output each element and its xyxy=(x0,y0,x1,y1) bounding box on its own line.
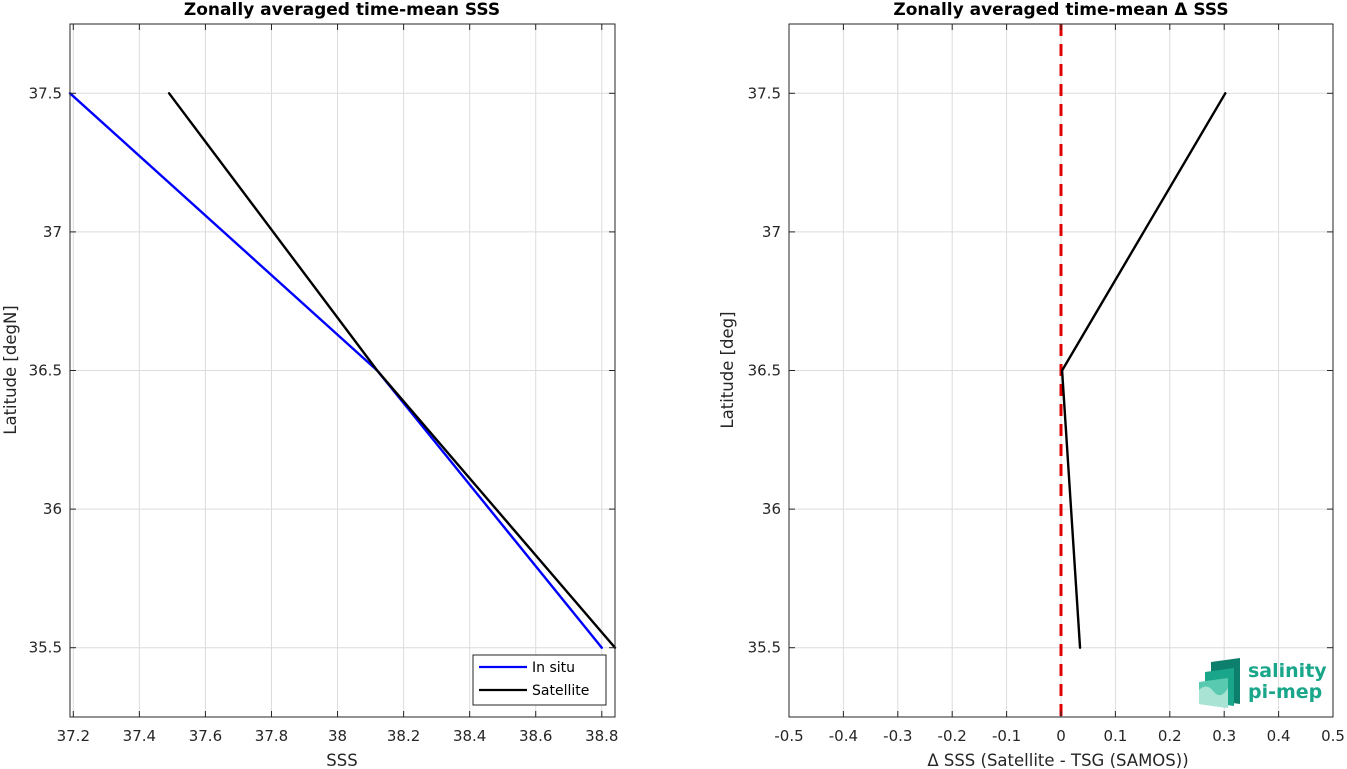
x-tick-label: 38.2 xyxy=(387,727,420,745)
x-tick-labels: -0.5 -0.4 -0.3 -0.2 -0.1 0 0.1 0.2 0.3 0.4 0.5 xyxy=(774,727,1345,745)
x-tick-label: 0 xyxy=(1056,727,1066,745)
y-tick-label: 36 xyxy=(43,500,62,518)
panel-title: Zonally averaged time-mean SSS xyxy=(184,0,500,20)
x-tick-label: -0.4 xyxy=(829,727,858,745)
x-tick-label: 37.4 xyxy=(123,727,156,745)
x-tick-label: 0.4 xyxy=(1267,727,1291,745)
y-tick-labels: 35.5 36 36.5 37 37.5 xyxy=(29,84,62,656)
y-tick-labels: 35.5 36 36.5 37 37.5 xyxy=(748,84,781,656)
ticks xyxy=(788,24,1334,717)
y-tick-label: 35.5 xyxy=(29,639,62,657)
panel-title: Zonally averaged time-mean Δ SSS xyxy=(893,0,1228,20)
legend: In situ Satellite xyxy=(472,654,607,706)
x-tick-labels: 37.2 37.4 37.6 37.8 38 38.2 38.4 38.6 38.8 xyxy=(57,727,619,745)
x-tick-label: 38.8 xyxy=(585,727,618,745)
series-line-0 xyxy=(1060,92,1227,649)
x-axis-label: SSS xyxy=(326,751,357,769)
salinity-pi-mep-logo: salinity pi-mep xyxy=(1199,658,1327,708)
x-tick-label: 0.2 xyxy=(1158,727,1182,745)
x-tick-label: -0.2 xyxy=(938,727,967,745)
sss-panel: Zonally averaged time-mean SSS 37.2 37.4 3… xyxy=(1,0,618,769)
delta-sss-panel: Zonally averaged time-mean Δ SSS -0.5 -0.… xyxy=(718,0,1345,769)
logo-text-salinity: salinity xyxy=(1248,660,1327,682)
x-tick-label: 37.6 xyxy=(189,727,222,745)
x-tick-label: -0.1 xyxy=(992,727,1021,745)
y-tick-label: 37 xyxy=(43,223,62,241)
legend-box xyxy=(472,654,607,706)
x-tick-label: 37.2 xyxy=(57,727,90,745)
y-tick-label: 36 xyxy=(762,500,781,518)
x-tick-label: -0.5 xyxy=(774,727,803,745)
legend-label-in-situ: In situ xyxy=(532,660,575,676)
x-tick-label: 0.1 xyxy=(1103,727,1127,745)
y-tick-label: 36.5 xyxy=(748,362,781,380)
y-tick-label: 37.5 xyxy=(748,84,781,102)
legend-label-satellite: Satellite xyxy=(532,683,589,699)
series-layer xyxy=(1060,92,1227,649)
wave-icon xyxy=(1199,658,1240,708)
series-line-satellite xyxy=(167,92,617,649)
x-tick-label: -0.3 xyxy=(883,727,912,745)
x-tick-label: 38.6 xyxy=(519,727,552,745)
x-tick-label: 0.3 xyxy=(1212,727,1236,745)
logo-text-pi-mep: pi-mep xyxy=(1248,681,1322,703)
y-axis-label: Latitude [deg] xyxy=(718,311,737,428)
series-layer xyxy=(68,92,617,649)
y-axis-label: Latitude [degN] xyxy=(1,305,20,434)
y-tick-label: 35.5 xyxy=(748,639,781,657)
y-tick-label: 37.5 xyxy=(29,84,62,102)
y-tick-label: 36.5 xyxy=(29,362,62,380)
x-tick-label: 37.8 xyxy=(255,727,288,745)
ticks xyxy=(70,24,615,717)
grid xyxy=(70,24,615,717)
y-tick-label: 37 xyxy=(762,223,781,241)
x-tick-label: 38 xyxy=(328,727,347,745)
x-tick-label: 0.5 xyxy=(1321,727,1345,745)
x-axis-label: Δ SSS (Satellite - TSG (SAMOS)) xyxy=(927,751,1188,769)
x-tick-label: 38.4 xyxy=(453,727,486,745)
